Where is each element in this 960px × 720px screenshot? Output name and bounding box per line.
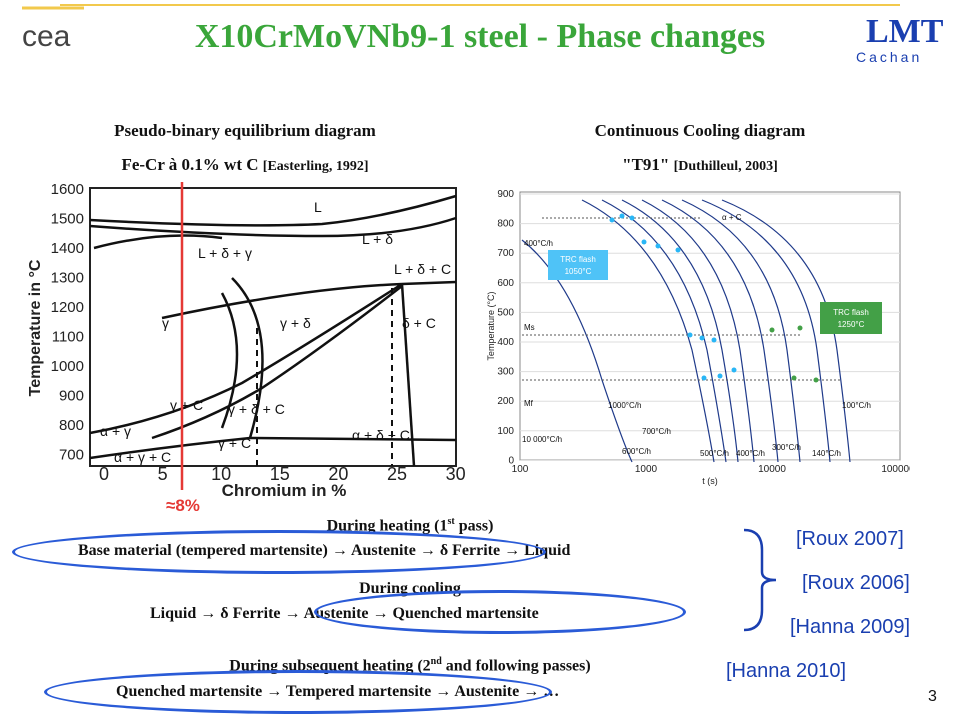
phase-ytick: 1300 — [51, 270, 84, 287]
cct-curve-label: α + C — [722, 213, 742, 222]
header-rule — [60, 4, 900, 6]
cct-ytick: 300 — [497, 367, 514, 378]
right-caption-line1: Continuous Cooling diagram — [594, 121, 806, 140]
lmt-logo: LMT Cachan — [852, 6, 948, 66]
phase-xtick: 10 — [211, 464, 231, 484]
cct-curve-label: 100°C/h — [842, 401, 871, 410]
phase-region-label: L + δ + C — [394, 261, 451, 277]
phase-ytick: 1100 — [52, 329, 84, 346]
left-caption-line2: Fe-Cr à 0.1% wt C [Easterling, 1992] — [121, 155, 369, 174]
page-title: X10CrMoVNb9-1 steel - Phase changes — [194, 18, 766, 55]
cct-ylabel: Temperature (°C) — [486, 291, 496, 360]
phase-region-label: L + δ + γ — [198, 245, 252, 261]
trc-box2-line1: TRC flash — [833, 308, 869, 317]
cct-xtick: 100 — [512, 464, 529, 475]
reference-hanna-2009: [Hanna 2009] — [790, 616, 911, 638]
cct-curve-label: 600°C/h — [622, 447, 651, 456]
phase-ytick: 1400 — [51, 240, 84, 257]
reference-roux-2006: [Roux 2006] — [802, 572, 910, 594]
left-caption-line1: Pseudo-binary equilibrium diagram — [114, 121, 376, 140]
cct-curve-label: 400°C/h — [524, 239, 553, 248]
phase-region-label: L + δ — [362, 231, 393, 247]
trc-box2-line2: 1250°C — [838, 320, 865, 329]
reference-hanna-2010: [Hanna 2010] — [726, 660, 847, 682]
cct-curve-label: 400°C/h — [736, 449, 765, 458]
phase-xlabel: Chromium in % — [222, 481, 347, 500]
cct-ytick: 100 — [497, 426, 514, 437]
phase-ytick: 1500 — [51, 211, 84, 228]
subsequent-highlight-ellipse — [44, 670, 552, 714]
reference-roux-2007: [Roux 2007] — [796, 528, 904, 550]
trc-box1-line1: TRC flash — [560, 255, 596, 264]
cct-curve-label: Mf — [524, 399, 534, 408]
cct-xlabel: t (s) — [702, 476, 718, 486]
cct-ytick: 600 — [497, 278, 514, 289]
chromium-marker-label: ≈8% — [166, 496, 200, 515]
phase-region-label: γ + C — [170, 397, 203, 413]
cct-xtick: 100000 — [881, 464, 910, 475]
phase-xtick: 25 — [387, 464, 407, 484]
left-figure-caption: Pseudo-binary equilibrium diagram Fe-Cr … — [30, 114, 460, 184]
phase-ytick: 1000 — [51, 358, 84, 375]
right-caption-line2: "T91" [Duthilleul, 2003] — [622, 155, 778, 174]
phase-xtick: 5 — [158, 464, 168, 484]
lmt-logo-text: LMT — [866, 13, 944, 50]
cct-curve-label: 500°C/h — [700, 449, 729, 458]
cct-ytick: 400 — [497, 337, 514, 348]
phase-region-label: γ + C — [218, 435, 251, 451]
phase-region-label: α + γ — [100, 423, 131, 439]
cct-ytick: 800 — [497, 219, 514, 230]
cea-logo: cea — [18, 6, 90, 54]
phase-diagram-figure: 1600 1500 1400 1300 1200 1100 1000 900 800 700 0 5… — [22, 178, 468, 518]
cct-curve-label: 10 000°C/h — [522, 435, 562, 444]
phase-xtick: 0 — [99, 464, 109, 484]
cea-logo-text: cea — [22, 20, 71, 53]
phase-region-label: α + γ + C — [114, 449, 171, 465]
cct-diagram-figure: 900 800 700 600 500 400 300 200 100 0 100 1000 1000… — [482, 180, 915, 492]
phase-region-label: γ + δ — [280, 315, 311, 331]
phase-xtick: 30 — [446, 464, 466, 484]
phase-region-label: δ + C — [402, 315, 436, 331]
phase-ylabel: Temperature in °C — [27, 259, 44, 396]
phase-xtick: 15 — [270, 464, 290, 484]
cct-curve-label: 700°C/h — [642, 427, 671, 436]
cct-ytick: 900 — [497, 189, 514, 200]
cct-curve-label: Ms — [524, 323, 535, 332]
phase-ytick: 800 — [59, 417, 84, 434]
cct-curve-label: 140°C/h — [812, 449, 841, 458]
cct-ytick: 0 — [508, 455, 514, 466]
references-bracket — [740, 528, 780, 632]
cct-ytick: 700 — [497, 248, 514, 259]
phase-xtick: 20 — [328, 464, 348, 484]
cct-ytick: 200 — [497, 396, 514, 407]
phase-ytick: 900 — [59, 388, 84, 405]
cct-curve-label: 300°C/h — [772, 443, 801, 452]
lmt-logo-subtext: Cachan — [856, 49, 922, 65]
cct-ytick: 500 — [497, 307, 514, 318]
phase-ytick: 1600 — [51, 181, 84, 198]
phase-region-label: L — [314, 199, 322, 215]
phase-ytick: 1200 — [51, 299, 84, 316]
right-figure-caption: Continuous Cooling diagram "T91" [Duthil… — [480, 114, 920, 184]
cct-xtick: 1000 — [635, 464, 658, 475]
phase-region-label: γ — [162, 315, 169, 331]
cooling-highlight-ellipse — [314, 590, 686, 634]
cct-curve-label: 1000°C/h — [608, 401, 641, 410]
phase-region-label: α + δ + C — [352, 427, 410, 443]
cct-xtick: 10000 — [758, 464, 786, 475]
trc-box1-line2: 1050°C — [565, 267, 592, 276]
phase-region-label: γ + δ + C — [228, 401, 285, 417]
phase-ytick: 700 — [59, 447, 84, 464]
heating-highlight-ellipse — [12, 530, 546, 574]
page-number: 3 — [928, 688, 937, 705]
